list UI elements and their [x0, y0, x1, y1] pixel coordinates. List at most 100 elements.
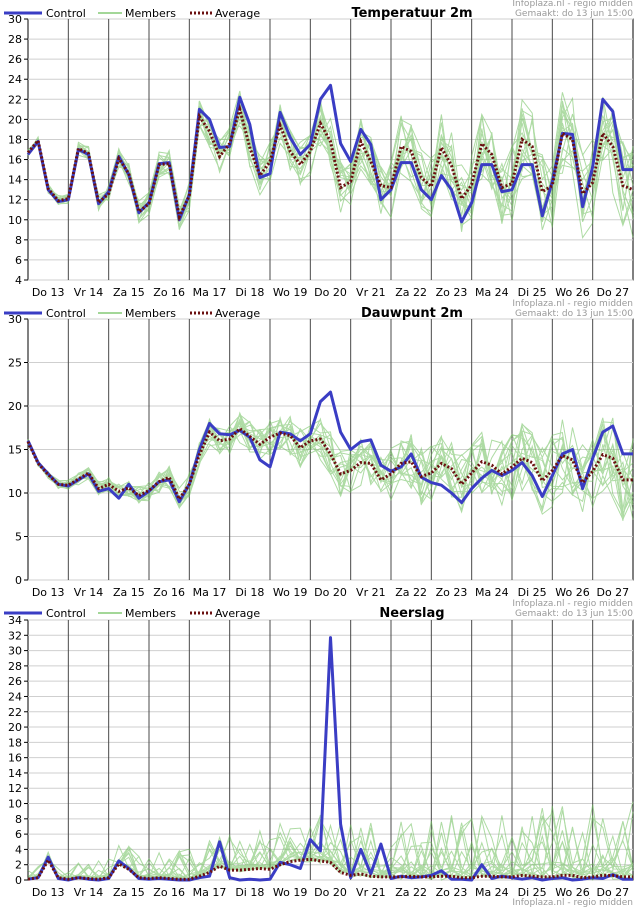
y-tick-label: 12	[8, 782, 22, 795]
day-label: Vr 14	[74, 586, 104, 599]
y-tick-label: 2	[15, 859, 22, 872]
day-label: Vr 14	[74, 286, 104, 299]
legend: Control Members Average	[4, 607, 260, 620]
y-tick-label: 24	[8, 73, 22, 86]
legend-members-label: Members	[125, 7, 176, 20]
day-label: Do 13	[32, 286, 65, 299]
day-label: Zo 16	[153, 586, 185, 599]
y-tick-label: 28	[8, 660, 22, 673]
legend-control-label: Control	[46, 7, 86, 20]
legend-average-label: Average	[215, 307, 260, 320]
control-line	[26, 390, 633, 505]
legend-average-label: Average	[215, 607, 260, 620]
y-tick-label: 22	[8, 706, 22, 719]
day-label: Di 25	[518, 886, 547, 899]
member-line	[27, 815, 634, 881]
y-tick-label: 26	[8, 53, 22, 66]
day-label: Vr 21	[356, 586, 386, 599]
day-label: Ma 24	[475, 886, 509, 899]
made-label: Gemaakt: do 13 jun 15:00	[515, 9, 633, 19]
day-label: Do 27	[596, 586, 629, 599]
made-label: Gemaakt: do 13 jun 15:00	[515, 309, 633, 319]
average-line	[27, 857, 633, 881]
day-label: Vr 21	[356, 286, 386, 299]
day-label: Za 15	[113, 886, 145, 899]
chart-panel-1: 4 6 8 10 12 14 16 18 20 22 24 26 28 30 Do 13 Vr 14 Za 15…	[4, 0, 634, 299]
y-tick-label: 8	[15, 813, 22, 826]
y-tick-label: 10	[8, 487, 22, 500]
y-tick-label: 6	[15, 254, 22, 267]
day-label: Ma 24	[475, 586, 509, 599]
y-tick-label: 18	[8, 133, 22, 146]
y-tick-label: 34	[8, 614, 22, 627]
day-label: Di 18	[235, 886, 264, 899]
day-label: Di 25	[518, 286, 547, 299]
day-label: Di 25	[518, 586, 547, 599]
y-tick-label: 14	[8, 767, 22, 780]
y-tick-label: 26	[8, 675, 22, 688]
y-tick-label: 30	[8, 645, 22, 658]
legend-control-label: Control	[46, 307, 86, 320]
y-tick-label: 30	[8, 313, 22, 326]
day-label: Wo 26	[555, 886, 589, 899]
day-label: Do 13	[32, 886, 65, 899]
day-label: Zo 16	[153, 286, 185, 299]
legend: Control Members Average	[4, 307, 260, 320]
chart-title: Dauwpunt 2m	[361, 306, 463, 321]
y-tick-label: 20	[8, 400, 22, 413]
day-label: Wo 26	[555, 586, 589, 599]
day-label: Vr 21	[356, 886, 386, 899]
y-tick-label: 6	[15, 828, 22, 841]
day-label: Wo 19	[273, 886, 307, 899]
y-tick-label: 20	[8, 721, 22, 734]
chart-panel-2: 0 5 10 15 20 25 30 Do 13 Vr 14 Za 15 Zo 16 Ma 17 Di …	[4, 299, 634, 599]
y-tick-label: 24	[8, 690, 22, 703]
day-label: Do 27	[596, 286, 629, 299]
average-line	[26, 103, 634, 222]
y-tick-label: 16	[8, 154, 22, 167]
day-label: Wo 19	[273, 586, 307, 599]
legend-control-label: Control	[46, 607, 86, 620]
made-label: Gemaakt: do 13 jun 15:00	[515, 609, 633, 619]
chart-title: Temperatuur 2m	[351, 6, 472, 21]
legend: Control Members Average	[4, 7, 260, 20]
day-label: Zo 23	[436, 886, 468, 899]
member-line	[27, 413, 634, 512]
day-label: Ma 17	[193, 886, 227, 899]
footer-source-label: Infoplaza.nl - regio midden	[512, 898, 633, 907]
y-tick-label: 10	[8, 214, 22, 227]
chart-title: Neerslag	[379, 606, 444, 621]
y-tick-label: 32	[8, 629, 22, 642]
y-tick-label: 8	[15, 234, 22, 247]
y-tick-label: 4	[15, 274, 22, 287]
day-label: Ma 24	[475, 286, 509, 299]
day-label: Wo 26	[555, 286, 589, 299]
y-tick-label: 30	[8, 13, 22, 26]
legend-members-label: Members	[125, 307, 176, 320]
y-tick-label: 0	[15, 574, 22, 587]
day-label: Ma 17	[193, 586, 227, 599]
day-label: Za 22	[395, 586, 427, 599]
y-tick-label: 12	[8, 194, 22, 207]
day-label: Do 27	[596, 886, 629, 899]
y-tick-label: 10	[8, 798, 22, 811]
legend-members-label: Members	[125, 607, 176, 620]
y-tick-label: 14	[8, 174, 22, 187]
y-tick-label: 0	[15, 874, 22, 887]
day-label: Ma 17	[193, 286, 227, 299]
member-line	[27, 100, 634, 230]
source-label: Infoplaza.nl - regio midden	[512, 0, 633, 9]
day-label: Za 22	[395, 886, 427, 899]
member-line	[27, 419, 634, 508]
y-tick-label: 22	[8, 93, 22, 106]
day-label: Do 20	[314, 586, 347, 599]
y-tick-label: 28	[8, 33, 22, 46]
source-label: Infoplaza.nl - regio midden	[512, 599, 633, 609]
y-tick-label: 18	[8, 736, 22, 749]
day-label: Za 22	[395, 286, 427, 299]
day-label: Do 20	[314, 286, 347, 299]
y-tick-label: 20	[8, 113, 22, 126]
